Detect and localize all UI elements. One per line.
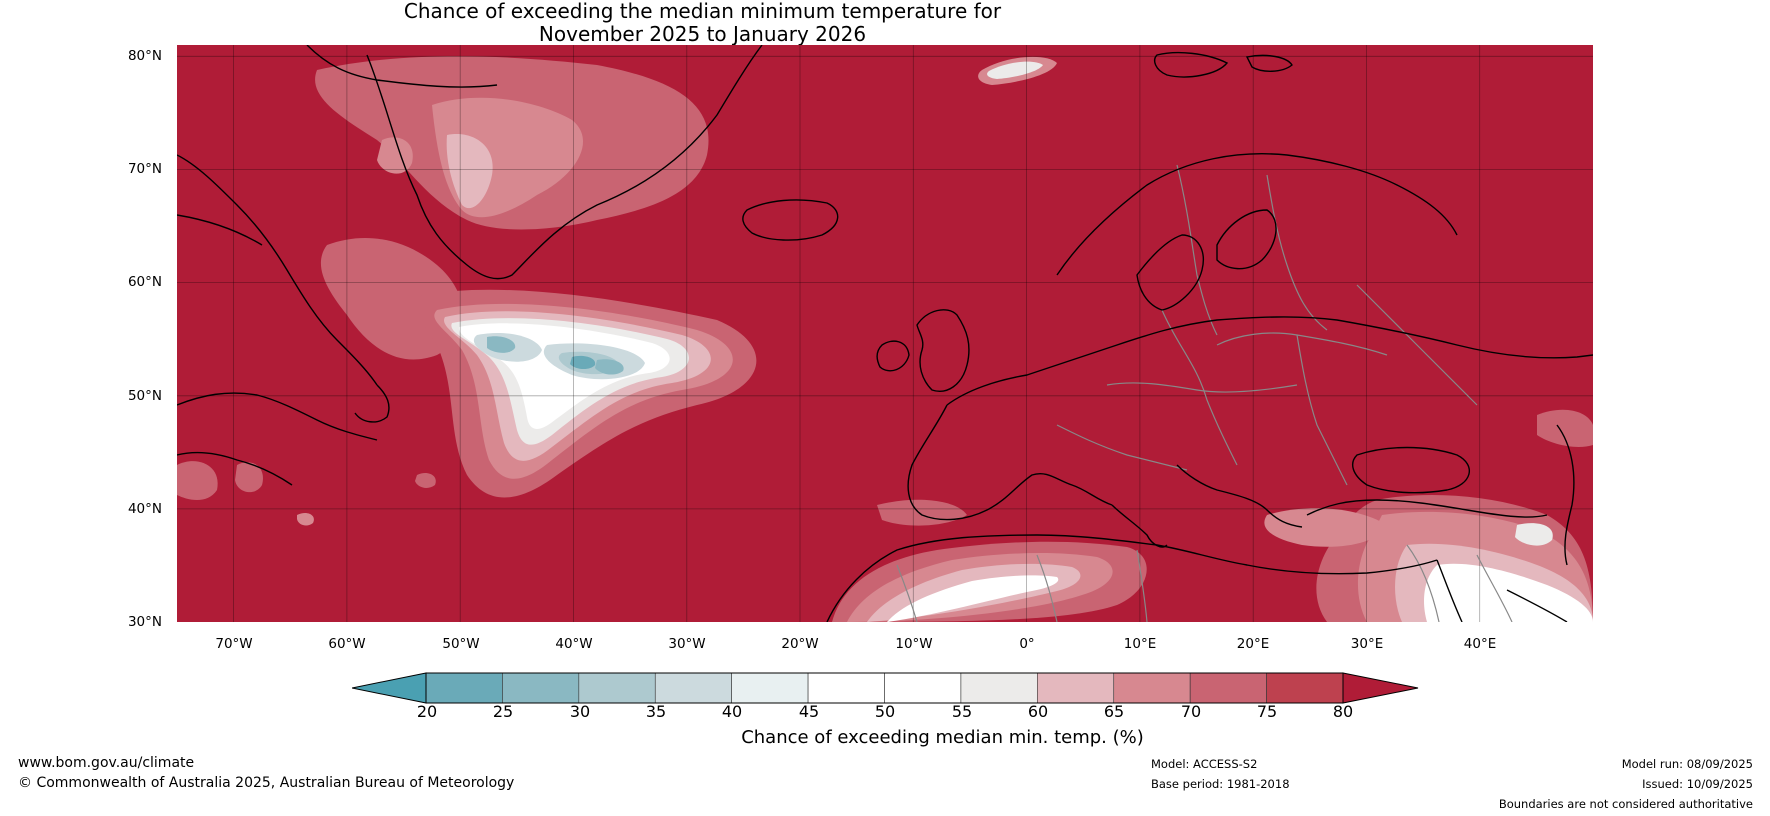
colorbar-tick-40: 40 xyxy=(721,702,743,721)
colorbar-segment xyxy=(1113,672,1191,704)
colorbar-extend-low xyxy=(352,672,427,704)
colorbar-tick-20: 20 xyxy=(416,702,438,721)
colorbar-segment xyxy=(960,672,1038,704)
colorbar-tick-80: 80 xyxy=(1332,702,1354,721)
greenland-probability-zones xyxy=(315,56,709,230)
footer-issued: Issued: 10/09/2025 xyxy=(1642,777,1753,791)
colorbar-tick-70: 70 xyxy=(1180,702,1202,721)
colorbar-segment xyxy=(502,672,580,704)
lon-label-70w: 70°W xyxy=(215,636,253,652)
atlantic-probability-zones xyxy=(415,289,757,498)
footer-model: Model: ACCESS-S2 xyxy=(1151,757,1258,771)
colorbar-segment xyxy=(807,672,885,704)
lat-label-60n: 60°N xyxy=(127,274,162,290)
footer-website: www.bom.gov.au/climate xyxy=(18,755,195,771)
colorbar-tick-60: 60 xyxy=(1027,702,1049,721)
title-line-1: Chance of exceeding the median minimum t… xyxy=(403,0,1002,23)
colorbar-tick-25: 25 xyxy=(492,702,514,721)
lon-label-10e: 10°E xyxy=(1123,636,1157,652)
footer-disclaimer: Boundaries are not considered authoritat… xyxy=(1498,797,1753,811)
lon-label-20e: 20°E xyxy=(1236,636,1270,652)
colorbar xyxy=(352,672,1419,704)
coastlines xyxy=(177,45,1593,622)
colorbar-segment xyxy=(731,672,809,704)
graticule xyxy=(177,45,1593,622)
map-svg xyxy=(177,45,1593,622)
lon-label-10w: 10°W xyxy=(895,636,933,652)
colorbar-label: Chance of exceeding median min. temp. (%… xyxy=(741,727,1144,748)
lat-label-40n: 40°N xyxy=(127,501,162,517)
footer-model-run: Model run: 08/09/2025 xyxy=(1621,757,1753,771)
colorbar-frame xyxy=(425,672,1344,704)
footer-base-period: Base period: 1981-2018 xyxy=(1151,777,1290,791)
colorbar-tick-35: 35 xyxy=(645,702,667,721)
colorbar-segment xyxy=(884,672,962,704)
map-title: Chance of exceeding the median minimum t… xyxy=(0,0,1405,46)
colorbar-segment xyxy=(1189,672,1267,704)
colorbar-segments xyxy=(352,672,1419,704)
colorbar-segment xyxy=(1037,672,1115,704)
colorbar-tick-55: 55 xyxy=(951,702,973,721)
lat-label-30n: 30°N xyxy=(127,614,162,630)
lon-label-30e: 30°E xyxy=(1350,636,1384,652)
colorbar-segment xyxy=(425,672,503,704)
lon-label-0: 0° xyxy=(1019,636,1035,652)
lon-label-50w: 50°W xyxy=(442,636,480,652)
colorbar-tick-50: 50 xyxy=(874,702,896,721)
colorbar-segment xyxy=(578,672,656,704)
colorbar-tick-65: 65 xyxy=(1103,702,1125,721)
colorbar-tick-45: 45 xyxy=(798,702,820,721)
arctic-probability-zones xyxy=(978,56,1057,85)
colorbar-tick-75: 75 xyxy=(1256,702,1278,721)
colorbar-tick-30: 30 xyxy=(569,702,591,721)
colorbar-extend-high xyxy=(1342,672,1419,704)
title-line-2: November 2025 to January 2026 xyxy=(538,22,867,46)
lon-label-30w: 30°W xyxy=(668,636,706,652)
lat-label-80n: 80°N xyxy=(127,48,162,64)
colorbar-segment xyxy=(654,672,732,704)
country-borders xyxy=(896,164,1513,622)
footer-copyright: © Commonwealth of Australia 2025, Austra… xyxy=(18,775,515,791)
middle-east-probability-zones xyxy=(1264,409,1593,622)
lon-label-60w: 60°W xyxy=(328,636,366,652)
lat-label-70n: 70°N xyxy=(127,161,162,177)
lon-label-40w: 40°W xyxy=(555,636,593,652)
lon-label-40e: 40°E xyxy=(1463,636,1497,652)
lon-label-20w: 20°W xyxy=(781,636,819,652)
canada-probability-zones xyxy=(177,461,314,526)
colorbar-segment xyxy=(1266,672,1344,704)
lat-label-50n: 50°N xyxy=(127,388,162,404)
forecast-map xyxy=(177,45,1593,622)
